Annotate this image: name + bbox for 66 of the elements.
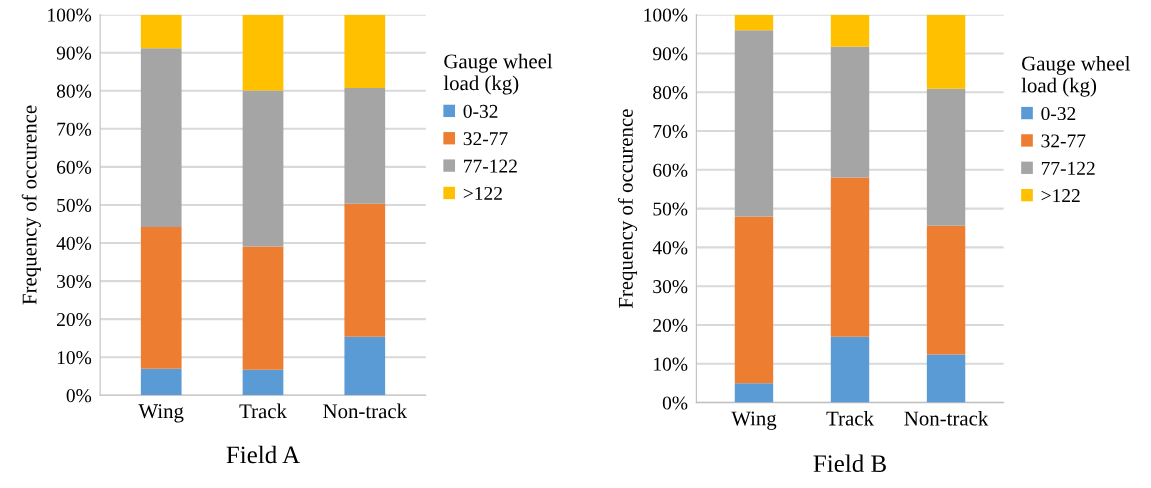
bar [140, 227, 182, 369]
legend-label: 32-77 [463, 132, 508, 146]
y-axis-title: Frequency of occurence [21, 105, 41, 305]
y-axis-title: Frequency of occurence [617, 109, 638, 309]
x-tick-label: Wing [731, 411, 777, 430]
x-tick-label: Non-track [904, 410, 989, 426]
legend-label: 32-77 [1041, 134, 1086, 148]
x-tick-label: Track [239, 403, 287, 419]
bar [734, 216, 774, 384]
y-tick-label: 30% [653, 280, 688, 294]
bar [926, 14, 966, 89]
bar [830, 177, 870, 337]
y-tick-label: 20% [653, 318, 688, 333]
x-tick-label: Non-track [323, 403, 408, 419]
legend-label: 77-122 [464, 159, 517, 173]
y-tick-label: 80% [653, 86, 688, 100]
legend-title: Gauge wheel load (kg) [1021, 55, 1131, 97]
y-tick-label: 90% [653, 47, 688, 61]
bar [830, 46, 870, 178]
y-tick-label: 30% [57, 274, 92, 289]
legend-label: 0-32 [463, 104, 498, 118]
y-tick-label: 10% [57, 351, 92, 365]
legend-label: 77-122 [1041, 161, 1095, 175]
text: Field B [813, 454, 886, 473]
bar [734, 383, 774, 403]
bar [830, 336, 870, 403]
legend-title: Gauge wheel load (kg) [443, 53, 553, 95]
y-tick-label: 80% [56, 84, 92, 98]
bar [926, 88, 966, 226]
y-tick-label: 100% [48, 8, 92, 22]
bar [344, 14, 386, 89]
bar [926, 225, 966, 355]
bar [926, 354, 966, 403]
bar [242, 90, 284, 247]
y-tick-label: 70% [653, 124, 688, 139]
y-tick-label: 60% [57, 160, 92, 174]
bar [344, 88, 386, 204]
bar [242, 369, 284, 396]
y-tick-label: 70% [57, 122, 92, 136]
bar [344, 203, 386, 337]
legend-label: >122 [1041, 189, 1080, 202]
y-tick-label: 90% [56, 46, 92, 60]
bar [242, 246, 284, 370]
bar [140, 48, 182, 228]
y-tick-label: 10% [654, 357, 688, 371]
y-tick-label: 0% [662, 396, 688, 410]
y-tick-label: 100% [644, 8, 688, 22]
y-tick-label: 50% [653, 202, 688, 216]
bar [734, 30, 774, 217]
y-tick-label: 40% [652, 241, 688, 255]
y-tick-label: 40% [56, 236, 92, 251]
legend-label: 0-32 [1041, 107, 1076, 121]
bar [140, 368, 182, 396]
y-tick-label: 20% [57, 312, 92, 327]
bar [140, 14, 182, 49]
bar [734, 14, 774, 31]
x-tick-label: Wing [138, 404, 184, 423]
x-tick-label: Track [826, 410, 874, 426]
bar [242, 14, 284, 91]
legend-label: >122 [463, 186, 502, 200]
y-tick-label: 60% [653, 163, 688, 177]
y-tick-label: 0% [66, 389, 92, 403]
y-tick-label: 50% [57, 198, 92, 212]
bar [830, 14, 870, 47]
bar [344, 336, 386, 396]
text: Field A [226, 445, 300, 464]
